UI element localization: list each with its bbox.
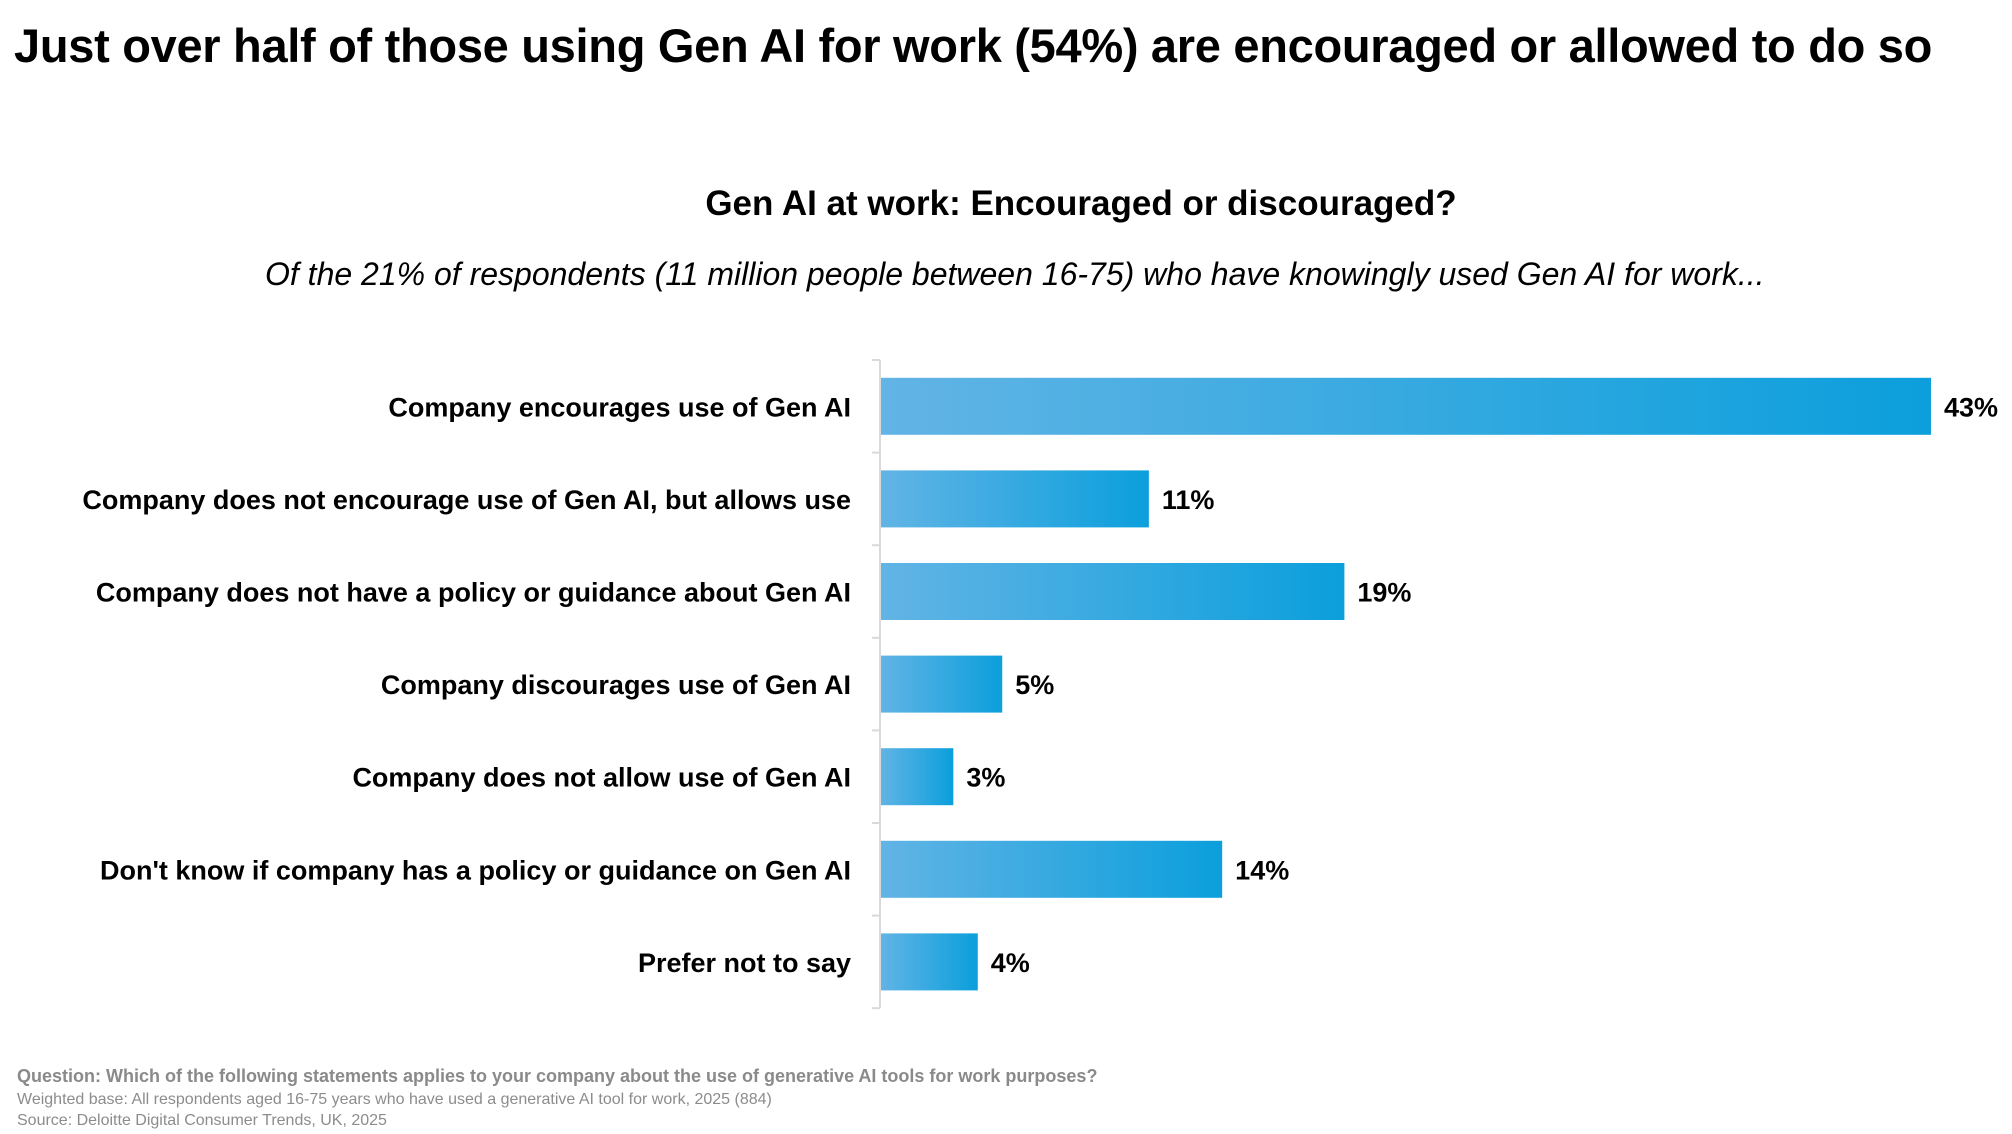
value-label-7: 4% [991,948,1030,978]
bar-5 [880,748,954,806]
bar-6 [880,840,1223,898]
page-headline: Just over half of those using Gen AI for… [14,19,1933,72]
category-label-6: Don't know if company has a policy or gu… [100,855,851,885]
bar-3 [880,563,1345,620]
category-label-7: Prefer not to say [638,948,851,978]
footnote-weighted-base: Weighted base: All respondents aged 16-7… [17,1091,772,1108]
value-label-5: 3% [966,763,1005,793]
bar-4 [880,655,1003,713]
chart-title: Gen AI at work: Encouraged or discourage… [705,184,1457,223]
bar-2 [880,470,1149,528]
category-label-2: Company does not encourage use of Gen AI… [82,485,851,515]
bar-7 [880,933,978,991]
value-label-4: 5% [1015,670,1054,700]
value-label-1: 43% [1944,392,1998,422]
category-label-5: Company does not allow use of Gen AI [352,763,851,793]
chart-subtitle: Of the 21% of respondents (11 million pe… [265,256,1765,292]
bar-1 [880,377,1931,435]
category-label-4: Company discourages use of Gen AI [381,670,851,700]
value-label-6: 14% [1235,855,1289,885]
footnote-question: Question: Which of the following stateme… [17,1066,1098,1086]
footnote-source: Source: Deloitte Digital Consumer Trends… [17,1112,387,1129]
axis-layer [872,359,881,1010]
value-label-3: 19% [1357,578,1411,608]
bars-layer: Company encourages use of Gen AI 43% Compa… [82,377,1998,991]
category-label-3: Company does not have a policy or guidan… [96,578,851,608]
bar-chart: Company encourages use of Gen AI 43% Compa… [82,359,1998,1010]
category-label-1: Company encourages use of Gen AI [388,392,851,422]
value-label-2: 11% [1162,485,1215,515]
